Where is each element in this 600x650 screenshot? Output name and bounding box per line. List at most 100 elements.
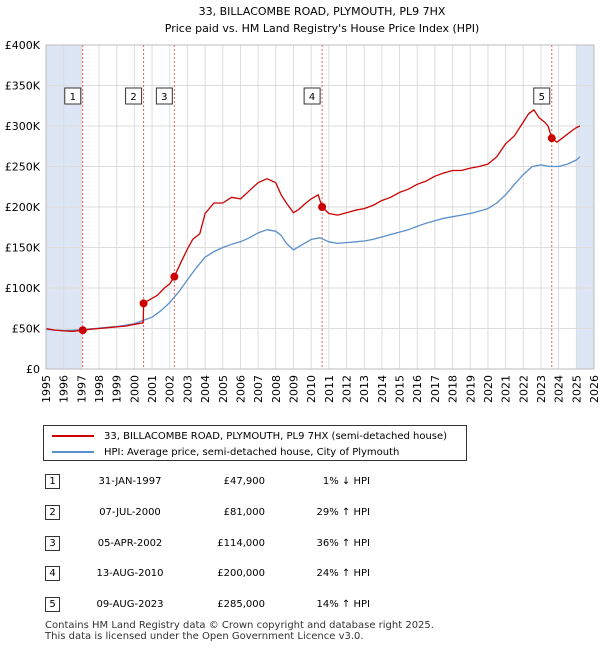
sale-number-box: 4 <box>303 87 321 105</box>
sale-number-label: 3 <box>161 92 167 103</box>
y-tick-label: £350K <box>5 80 41 93</box>
plot-frame <box>45 44 595 370</box>
x-tick-label: 2020 <box>482 375 495 403</box>
legend-item-property: 33, BILLACOMBE ROAD, PLYMOUTH, PL9 7HX (… <box>52 428 447 444</box>
property-price-line <box>45 109 581 332</box>
sale-date: 07-JUL-2000 <box>99 507 161 518</box>
sale-date: 31-JAN-1997 <box>98 476 162 487</box>
x-tick-label: 2012 <box>341 375 354 403</box>
table-row: 4 13-AUG-2010 £200,000 24% ↑ HPI <box>45 565 565 583</box>
sale-number: 3 <box>45 536 60 551</box>
sale-number-box-frame <box>155 87 173 105</box>
legend-swatch-property <box>52 435 94 437</box>
y-tick-label: £200K <box>5 201 41 214</box>
table-row: 5 09-AUG-2023 £285,000 14% ↑ HPI <box>45 596 565 614</box>
x-tick-label: 2021 <box>500 375 513 403</box>
legend-label-hpi: HPI: Average price, semi-detached house,… <box>104 446 400 458</box>
footer-license: This data is licensed under the Open Gov… <box>45 631 364 642</box>
footer-copyright: Contains HM Land Registry data © Crown c… <box>45 620 434 631</box>
sale-number: 5 <box>45 597 60 612</box>
legend-label-property: 33, BILLACOMBE ROAD, PLYMOUTH, PL9 7HX (… <box>104 430 448 442</box>
sale-number-box-frame <box>303 87 321 105</box>
sale-number-label: 1 <box>70 92 76 103</box>
x-tick-label: 2025 <box>570 375 583 403</box>
sale-number-box-frame <box>64 87 82 105</box>
sale-number-box-frame <box>533 87 551 105</box>
y-tick-label: £250K <box>5 161 41 174</box>
sale-number: 2 <box>45 505 60 520</box>
x-tick-label: 2011 <box>323 375 336 403</box>
sale-hpi-diff: 36% ↑ HPI <box>316 538 370 549</box>
sale-hpi-diff: 24% ↑ HPI <box>316 568 370 579</box>
x-tick-label: 2010 <box>305 375 318 403</box>
table-row: 1 31-JAN-1997 £47,900 1% ↓ HPI <box>45 473 565 491</box>
hpi-line <box>45 156 581 332</box>
y-tick-label: £0 <box>26 363 40 376</box>
y-tick-label: £150K <box>5 242 41 255</box>
sale-date: 05-APR-2002 <box>97 538 163 549</box>
x-tick-label: 2005 <box>217 375 230 403</box>
y-tick-label: £300K <box>5 120 41 133</box>
y-tick-label: £400K <box>5 39 41 52</box>
legend-swatch-hpi <box>52 451 94 453</box>
y-axis-ticks: £0 £50K £100K £150K £200K £250K £300K £350K £400… <box>5 39 41 376</box>
series-lines <box>45 109 581 332</box>
x-tick-label: 2018 <box>447 375 460 403</box>
chart-title-line2: Price paid vs. HM Land Registry's House … <box>165 22 480 35</box>
x-tick-label: 1995 <box>40 375 53 403</box>
sale-date: 09-AUG-2023 <box>96 599 164 610</box>
sale-point <box>318 203 327 211</box>
x-tick-label: 2022 <box>517 375 530 403</box>
sale-point <box>547 134 556 143</box>
sale-price: £285,000 <box>217 599 265 610</box>
table-row: 3 05-APR-2002 £114,000 36% ↑ HPI <box>45 535 565 553</box>
x-tick-label: 2017 <box>429 375 442 403</box>
sale-number-label: 4 <box>309 92 315 103</box>
x-tick-label: 2008 <box>270 375 283 403</box>
sale-point <box>170 272 179 281</box>
sale-price: £200,000 <box>217 568 265 579</box>
x-tick-label: 2004 <box>199 375 212 403</box>
legend: 33, BILLACOMBE ROAD, PLYMOUTH, PL9 7HX (… <box>43 425 467 461</box>
sale-hpi-diff: 1% ↓ HPI <box>322 476 370 487</box>
y-tick-label: £50K <box>12 323 41 336</box>
sale-point <box>139 299 148 308</box>
sale-number-box-frame <box>125 87 143 105</box>
sale-price: £81,000 <box>223 507 265 518</box>
x-tick-label: 2000 <box>128 375 141 403</box>
x-tick-label: 2019 <box>464 375 477 403</box>
x-tick-label: 2001 <box>146 375 159 403</box>
x-tick-label: 2009 <box>287 375 300 403</box>
sale-points <box>78 134 556 335</box>
legend-item-hpi: HPI: Average price, semi-detached house,… <box>52 444 399 460</box>
sale-number: 4 <box>45 566 60 581</box>
x-tick-label: 2002 <box>164 375 177 403</box>
sale-hpi-diff: 29% ↑ HPI <box>316 507 370 518</box>
sale-number-label: 2 <box>130 92 136 103</box>
sale-price: £114,000 <box>217 538 265 549</box>
sale-point <box>78 326 87 335</box>
y-tick-label: £100K <box>5 282 41 295</box>
sale-date: 13-AUG-2010 <box>96 568 164 579</box>
chart-title-line1: 33, BILLACOMBE ROAD, PLYMOUTH, PL9 7HX <box>199 5 446 18</box>
x-tick-label: 2024 <box>553 375 566 403</box>
x-tick-label: 1999 <box>111 375 124 403</box>
sale-hpi-diff: 14% ↑ HPI <box>316 599 370 610</box>
sale-number-box: 2 <box>125 87 143 105</box>
x-tick-label: 1996 <box>58 375 71 403</box>
sale-number-box: 5 <box>533 87 551 105</box>
x-axis-ticks: 1995 1996 1997 1998 1999 2000 2001 2002 2003 2004… <box>40 375 600 403</box>
x-tick-label: 2006 <box>234 375 247 403</box>
sale-number-box: 1 <box>64 87 82 105</box>
x-tick-label: 2023 <box>535 375 548 403</box>
x-tick-label: 2016 <box>411 375 424 403</box>
x-tick-label: 1998 <box>93 375 106 403</box>
x-tick-label: 2026 <box>588 375 600 403</box>
table-row: 2 07-JUL-2000 £81,000 29% ↑ HPI <box>45 504 565 522</box>
x-tick-label: 1997 <box>75 375 88 403</box>
x-tick-label: 2007 <box>252 375 265 403</box>
footer: Contains HM Land Registry data © Crown c… <box>45 620 434 642</box>
x-tick-label: 2015 <box>394 375 407 403</box>
sale-number-boxes: 1 2 3 4 5 <box>64 87 551 105</box>
